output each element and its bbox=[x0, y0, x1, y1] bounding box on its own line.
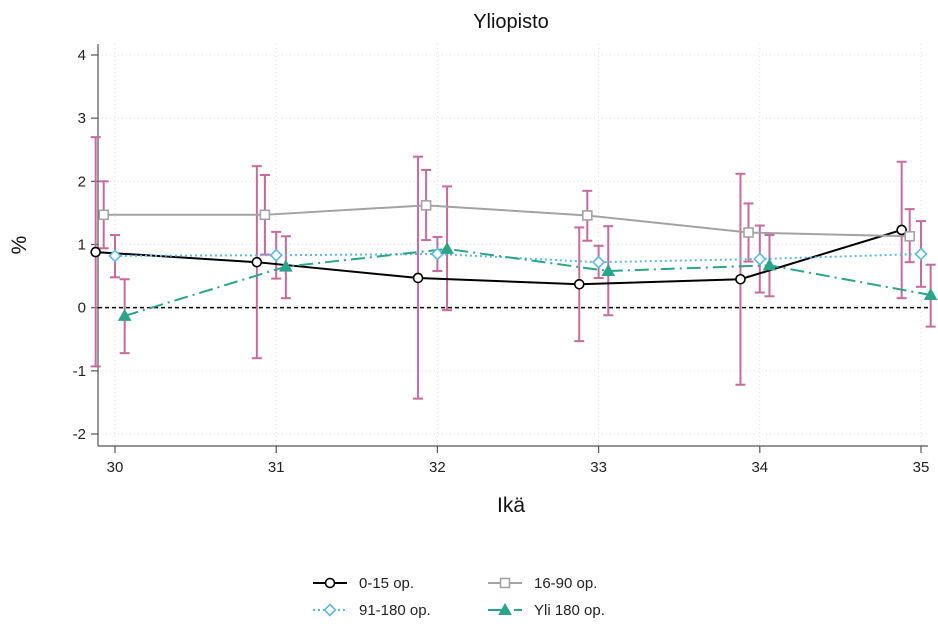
y-tick-label-0: -2 bbox=[73, 426, 86, 443]
series-2-point-4 bbox=[753, 252, 767, 266]
series-3-point-5 bbox=[923, 288, 938, 301]
y-tick-label-4: 2 bbox=[78, 173, 86, 190]
series-0-point-3 bbox=[573, 278, 585, 290]
x-tick-label-2: 32 bbox=[429, 459, 446, 476]
series-1-point-4 bbox=[743, 227, 754, 238]
legend-marker-1 bbox=[499, 577, 511, 589]
series-3-point-3 bbox=[601, 264, 616, 277]
series-2-point-5 bbox=[914, 247, 928, 261]
series-line-0 bbox=[95, 229, 902, 286]
series-3-point-0 bbox=[117, 308, 132, 321]
series-2-point-2 bbox=[430, 247, 445, 261]
series-2-point-1 bbox=[269, 248, 283, 262]
series-0-point-4 bbox=[735, 273, 746, 285]
y-tick-label-6: 4 bbox=[78, 47, 86, 64]
legend-label-1: 16-90 op. bbox=[534, 575, 597, 592]
series-0-point-5 bbox=[896, 224, 907, 236]
x-tick-label-3: 33 bbox=[590, 459, 607, 476]
series-2-point-0 bbox=[108, 249, 122, 263]
x-axis-title: Ikä bbox=[497, 494, 525, 517]
x-tick-label-0: 30 bbox=[107, 459, 124, 476]
legend-label-3: Yli 180 op. bbox=[534, 602, 605, 619]
series-0-point-0 bbox=[90, 246, 101, 258]
x-tick-label-5: 35 bbox=[913, 459, 930, 476]
series-line-1 bbox=[103, 204, 910, 238]
y-tick-label-5: 3 bbox=[78, 110, 86, 127]
series-1-point-0 bbox=[98, 209, 110, 221]
series-1-point-1 bbox=[259, 209, 271, 221]
x-tick-label-1: 31 bbox=[268, 459, 285, 476]
legend-marker-2 bbox=[323, 603, 337, 617]
y-tick-label-2: 0 bbox=[78, 300, 86, 317]
series-3-point-1 bbox=[279, 259, 293, 272]
y-axis-title: % bbox=[8, 236, 31, 255]
x-tick-label-4: 34 bbox=[751, 459, 768, 476]
series-line-2 bbox=[114, 252, 922, 264]
series-2-point-3 bbox=[591, 255, 606, 269]
legend-label-0: 0-15 op. bbox=[359, 575, 414, 592]
series-lines bbox=[95, 204, 931, 317]
axes bbox=[91, 44, 928, 453]
y-tick-label-1: -1 bbox=[73, 363, 86, 380]
series-line-3 bbox=[124, 247, 931, 317]
series-3-point-4 bbox=[762, 258, 777, 271]
series-1-point-2 bbox=[420, 200, 432, 211]
legend-marker-0 bbox=[324, 577, 336, 589]
chart-title: Yliopisto bbox=[473, 11, 549, 33]
series-markers bbox=[90, 200, 938, 321]
series-1-point-5 bbox=[904, 230, 916, 242]
series-1-point-3 bbox=[582, 210, 593, 221]
legend: 0-15 op. 16-90 op. 91-180 op. Yli 180 op. bbox=[313, 575, 605, 619]
series-3-point-2 bbox=[440, 241, 454, 254]
series-0-point-2 bbox=[412, 272, 424, 284]
series-0-point-1 bbox=[251, 256, 263, 268]
legend-marker-3 bbox=[498, 602, 512, 615]
y-tick-label-3: 1 bbox=[78, 237, 86, 254]
legend-label-2: 91-180 op. bbox=[359, 602, 431, 619]
